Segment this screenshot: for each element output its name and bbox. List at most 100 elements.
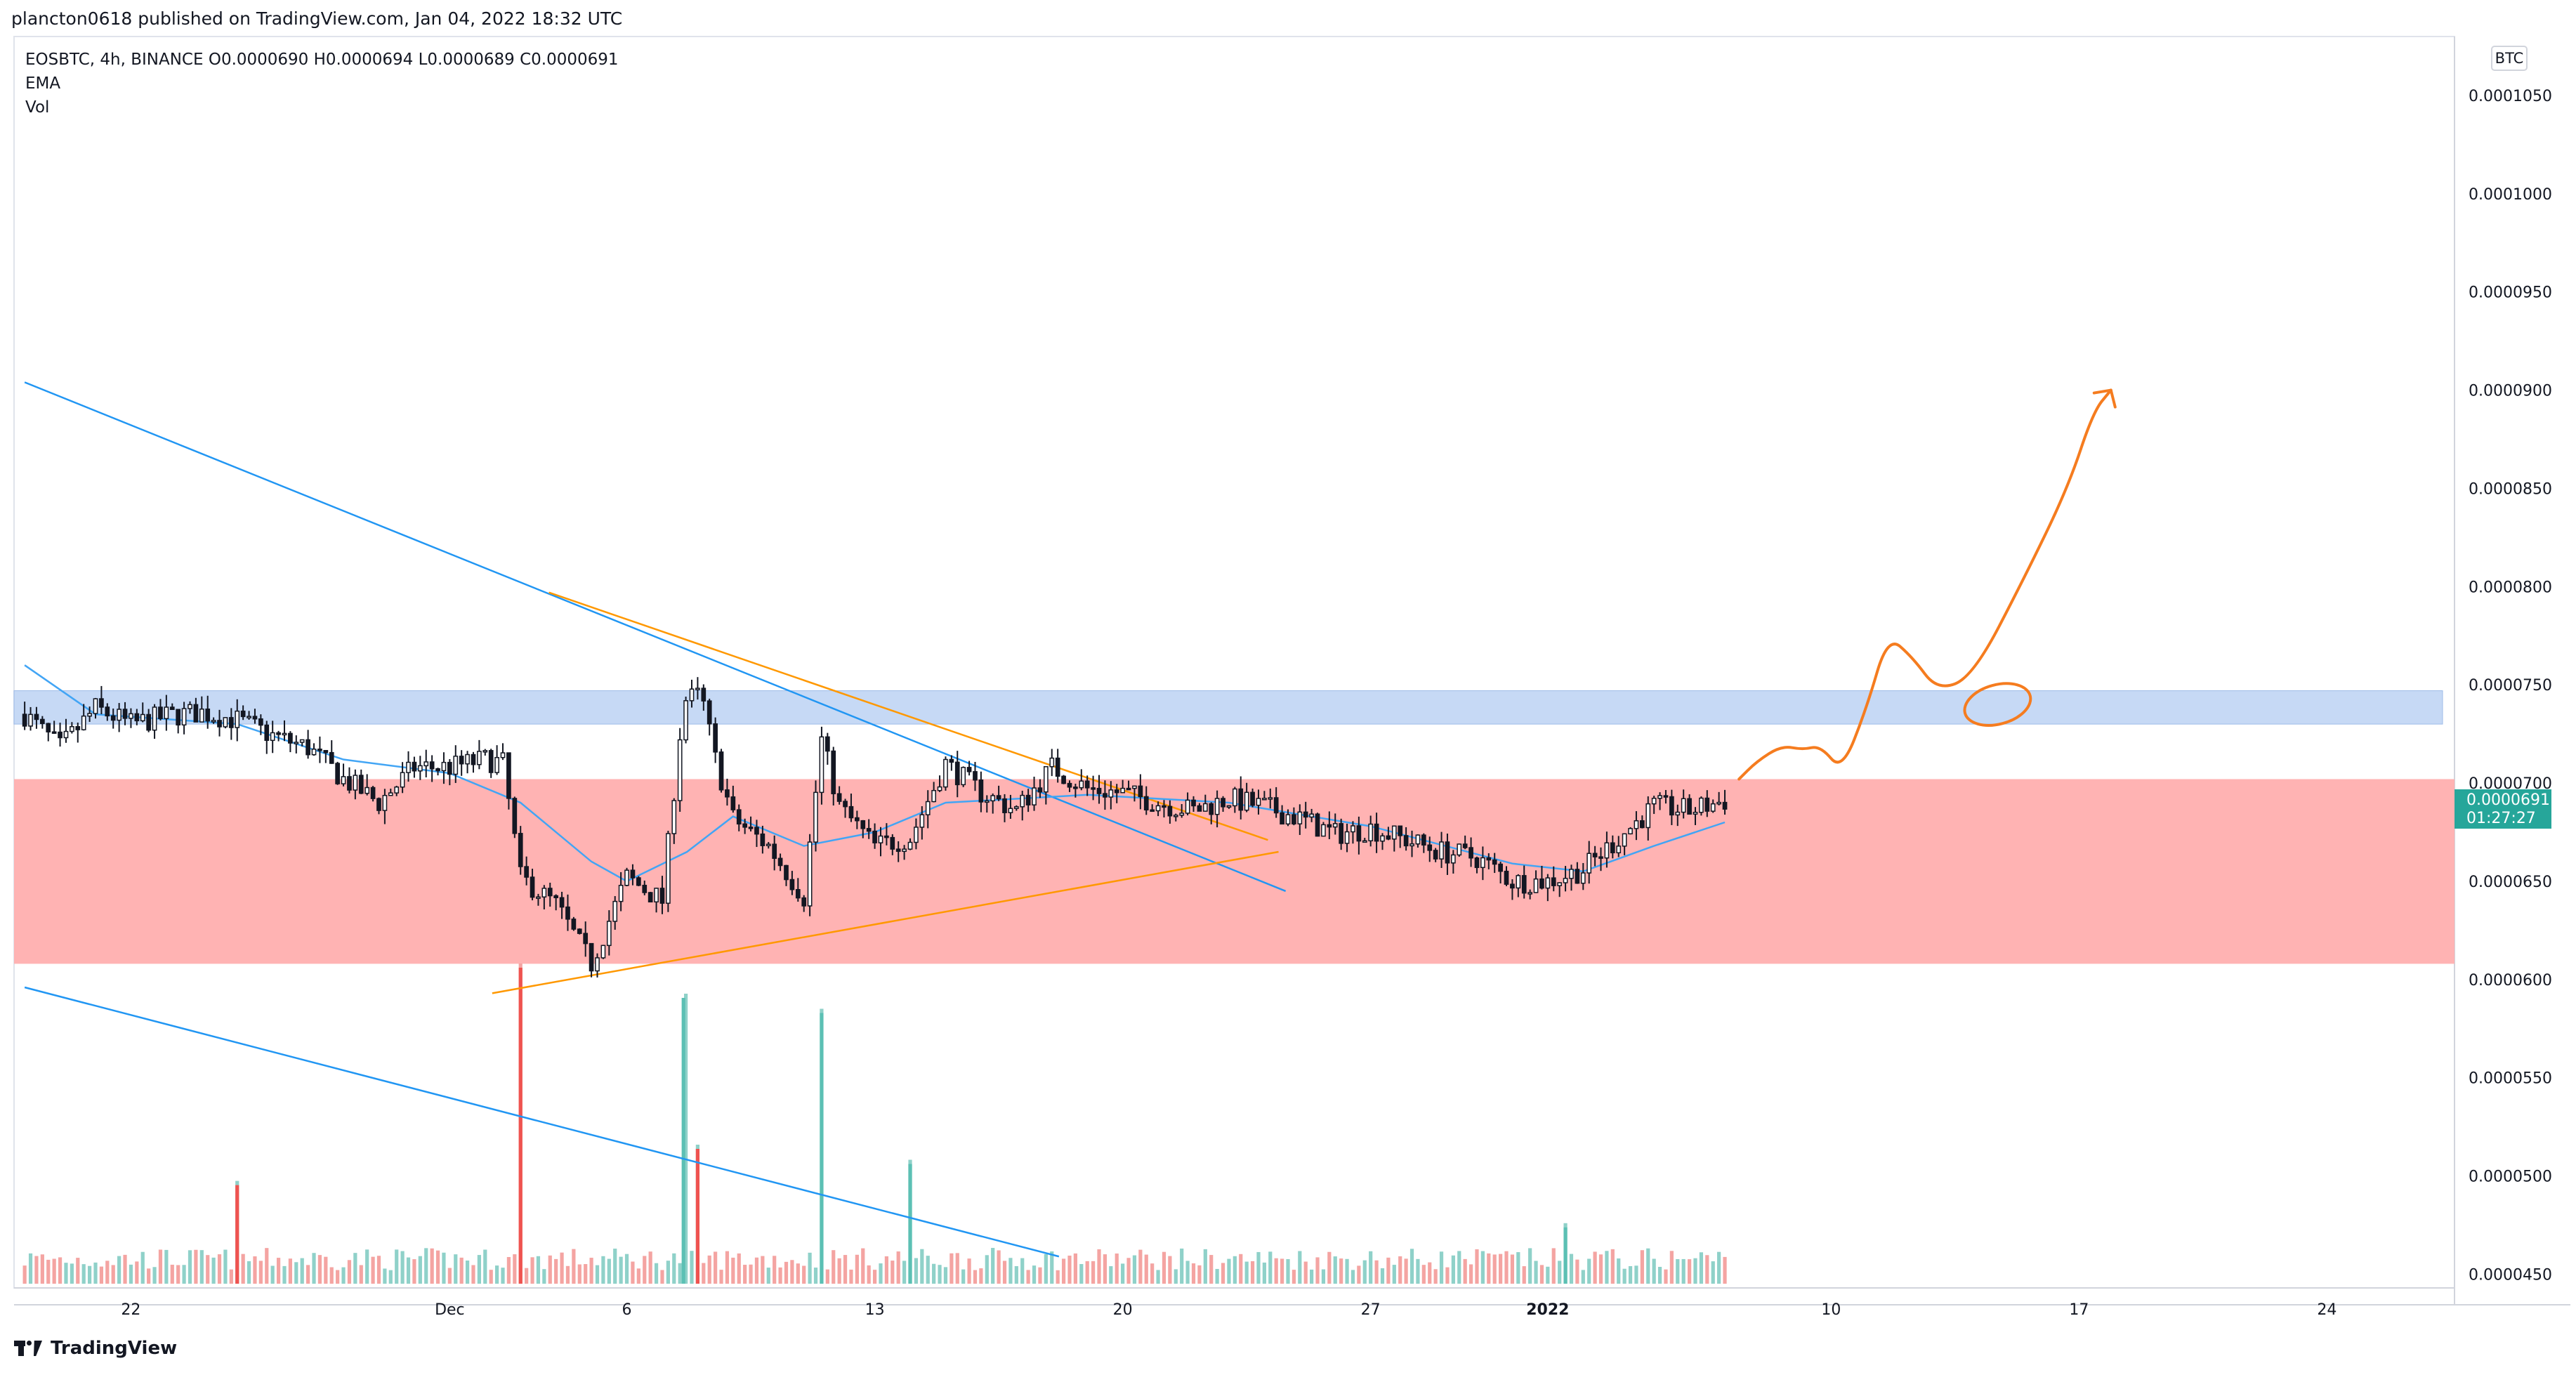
- volume-bar: [731, 1257, 735, 1284]
- candle-body: [824, 736, 830, 752]
- volume-bar: [749, 1264, 753, 1284]
- lower-blue-trendline[interactable]: [24, 986, 1060, 1258]
- candle-body: [1699, 797, 1704, 813]
- volume-bar: [796, 1263, 800, 1284]
- y-tick-label: 0.0001000: [2469, 186, 2552, 204]
- volume-bar: [253, 1256, 257, 1284]
- candle-body: [1722, 801, 1728, 810]
- volume-bar: [896, 1251, 900, 1284]
- volume-bar: [1132, 1255, 1137, 1284]
- candle-body: [666, 833, 671, 904]
- upper-blue-trendline[interactable]: [24, 381, 1287, 893]
- volume-bar: [565, 1265, 570, 1284]
- volume-bar: [1209, 1255, 1214, 1284]
- volume-bar: [22, 1265, 27, 1284]
- candle-body: [1143, 796, 1149, 811]
- candle-body: [388, 792, 393, 796]
- volume-bar: [1109, 1266, 1113, 1284]
- candle-body: [1598, 856, 1603, 859]
- candle-body: [1398, 825, 1403, 836]
- candle-body: [1191, 799, 1196, 807]
- candle-body: [1315, 813, 1320, 837]
- volume-bar: [849, 1269, 853, 1284]
- volume-bar: [1180, 1248, 1184, 1284]
- volume-spike: [1563, 1227, 1568, 1284]
- volume-bar: [1050, 1251, 1054, 1284]
- volume-bar: [117, 1256, 121, 1284]
- candle-body: [435, 768, 440, 772]
- y-tick-label: 0.0000450: [2469, 1266, 2552, 1284]
- volume-bar: [624, 1254, 629, 1284]
- candle-body: [1610, 842, 1615, 854]
- volume-bar: [714, 1251, 718, 1284]
- candle-body: [536, 896, 541, 900]
- candle-body: [1687, 798, 1692, 815]
- volume-bar: [1546, 1266, 1550, 1284]
- legend-ema[interactable]: EMA: [25, 74, 61, 93]
- volume-bar: [229, 1269, 233, 1284]
- legend-symbol-line[interactable]: EOSBTC, 4h, BINANCE O0.0000690 H0.000069…: [25, 51, 619, 69]
- candle-body: [429, 761, 435, 770]
- volume-bar: [1091, 1261, 1096, 1284]
- volume-bar: [1581, 1270, 1585, 1284]
- volume-bar: [643, 1256, 647, 1284]
- forecast-loop[interactable]: [1960, 677, 2035, 732]
- volume-bar: [1723, 1256, 1727, 1284]
- candle-body: [1067, 782, 1072, 788]
- volume-bar: [1315, 1257, 1320, 1284]
- legend-vol[interactable]: Vol: [25, 98, 50, 117]
- volume-bar: [506, 1256, 511, 1284]
- candle-body: [423, 761, 429, 767]
- volume-bar: [1558, 1261, 1562, 1284]
- forecast-arrowhead[interactable]: [2092, 388, 2117, 409]
- candle-body: [807, 841, 813, 907]
- volume-bar: [1038, 1267, 1042, 1284]
- volume-bar: [1298, 1251, 1302, 1284]
- tradingview-logo[interactable]: TradingView: [14, 1338, 177, 1359]
- candle-body: [813, 791, 818, 843]
- candle-body: [895, 848, 901, 853]
- candle-body: [973, 771, 978, 781]
- candle-body: [1368, 823, 1374, 842]
- currency-badge[interactable]: BTC: [2491, 46, 2528, 71]
- volume-bar: [1492, 1254, 1497, 1284]
- candle-body: [1356, 825, 1362, 842]
- volume-bar: [28, 1253, 33, 1284]
- candle-body: [1351, 825, 1355, 833]
- resistance-zone[interactable]: [13, 690, 2443, 725]
- candle-body: [541, 888, 547, 898]
- candle-body: [1681, 798, 1686, 813]
- volume-bar: [1227, 1258, 1231, 1284]
- volume-bar: [943, 1267, 948, 1284]
- candle-body: [323, 750, 329, 754]
- forecast-path[interactable]: [1737, 388, 2112, 781]
- volume-bar: [619, 1256, 623, 1284]
- volume-bar: [70, 1263, 74, 1284]
- x-tick-label: Dec: [435, 1301, 465, 1319]
- volume-bar: [1622, 1268, 1627, 1284]
- candle-body: [158, 706, 163, 719]
- volume-bar: [140, 1251, 145, 1284]
- volume-bar: [926, 1256, 930, 1284]
- volume-bar: [678, 1263, 682, 1284]
- candle-body: [164, 706, 169, 719]
- volume-bar: [1150, 1263, 1155, 1284]
- volume-bar: [1463, 1258, 1467, 1284]
- volume-bar: [1115, 1253, 1119, 1284]
- candle-body: [81, 715, 86, 730]
- candle-body: [235, 710, 240, 728]
- candle-body: [1309, 813, 1314, 818]
- lower-orange-trendline[interactable]: [492, 850, 1279, 994]
- volume-bar: [64, 1263, 68, 1284]
- y-tick-label: 0.0000950: [2469, 284, 2552, 302]
- volume-bar: [914, 1258, 919, 1284]
- candle-body: [1055, 757, 1060, 777]
- candle-body: [370, 787, 376, 799]
- candle-body: [1162, 805, 1167, 808]
- volume-bar: [955, 1253, 959, 1284]
- candle-body: [1563, 878, 1568, 883]
- volume-bar: [435, 1250, 440, 1284]
- candle-body: [228, 717, 234, 728]
- volume-bar: [1392, 1265, 1396, 1284]
